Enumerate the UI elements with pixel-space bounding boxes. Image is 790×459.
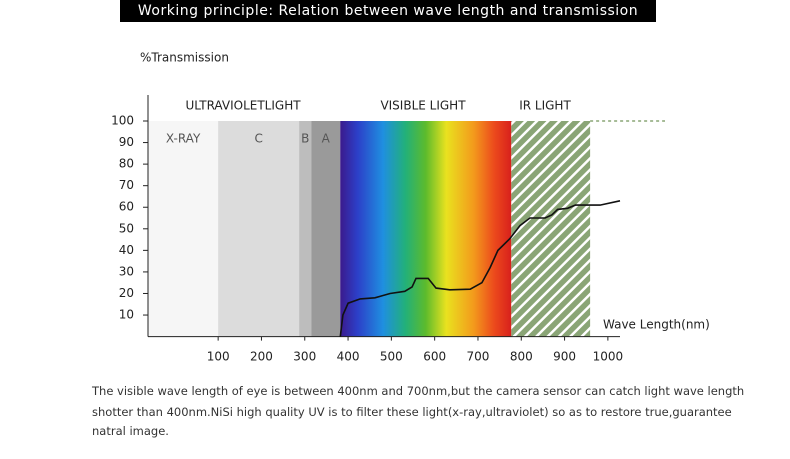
- visible-spectrum: [340, 121, 512, 337]
- x-tick-label: 200: [250, 350, 273, 364]
- transmission-line: [339, 200, 621, 337]
- y-tick-label: 60: [119, 200, 134, 214]
- x-tick-label: 300: [293, 350, 316, 364]
- region: [218, 121, 300, 337]
- x-tick-label: 900: [553, 350, 576, 364]
- x-axis-label: Wave Length(nm): [603, 318, 710, 332]
- x-tick-label: 500: [380, 350, 403, 364]
- caption-line: natral image.: [92, 424, 169, 438]
- band-label: VISIBLE LIGHT: [380, 99, 466, 113]
- region-label: C: [254, 132, 262, 146]
- y-tick-label: 80: [119, 157, 134, 171]
- ir-region: [511, 121, 591, 337]
- region-label: B: [301, 132, 309, 146]
- region-label: A: [322, 132, 331, 146]
- y-tick-label: 100: [111, 114, 134, 128]
- x-tick-label: 700: [467, 350, 490, 364]
- y-tick-label: 90: [119, 135, 134, 149]
- band-label: ULTRAVIOLETLIGHT: [185, 99, 301, 113]
- y-tick-label: 20: [119, 286, 134, 300]
- y-tick-label: 40: [119, 243, 134, 257]
- y-tick-label: 70: [119, 178, 134, 192]
- caption-line: shotter than 400nm.NiSi high quality UV …: [92, 405, 732, 419]
- region-label: X-RAY: [166, 132, 201, 146]
- caption-line: The visible wave length of eye is betwee…: [92, 384, 745, 398]
- x-tick-label: 600: [423, 350, 446, 364]
- y-tick-label: 30: [119, 264, 134, 278]
- y-axis-label: %Transmission: [140, 51, 229, 65]
- y-tick-label: 10: [119, 308, 134, 322]
- chart-title: Working principle: Relation between wave…: [138, 3, 638, 19]
- band-label: IR LIGHT: [519, 99, 571, 113]
- chart: Working principle: Relation between wave…: [111, 0, 710, 364]
- x-tick-label: 1000: [593, 350, 624, 364]
- y-tick-label: 50: [119, 221, 134, 235]
- title-bar: [120, 0, 656, 22]
- region: [311, 121, 341, 337]
- x-tick-label: 800: [510, 350, 533, 364]
- x-tick-label: 400: [337, 350, 360, 364]
- region: [299, 121, 312, 337]
- x-tick-label: 100: [207, 350, 230, 364]
- region: [148, 121, 219, 337]
